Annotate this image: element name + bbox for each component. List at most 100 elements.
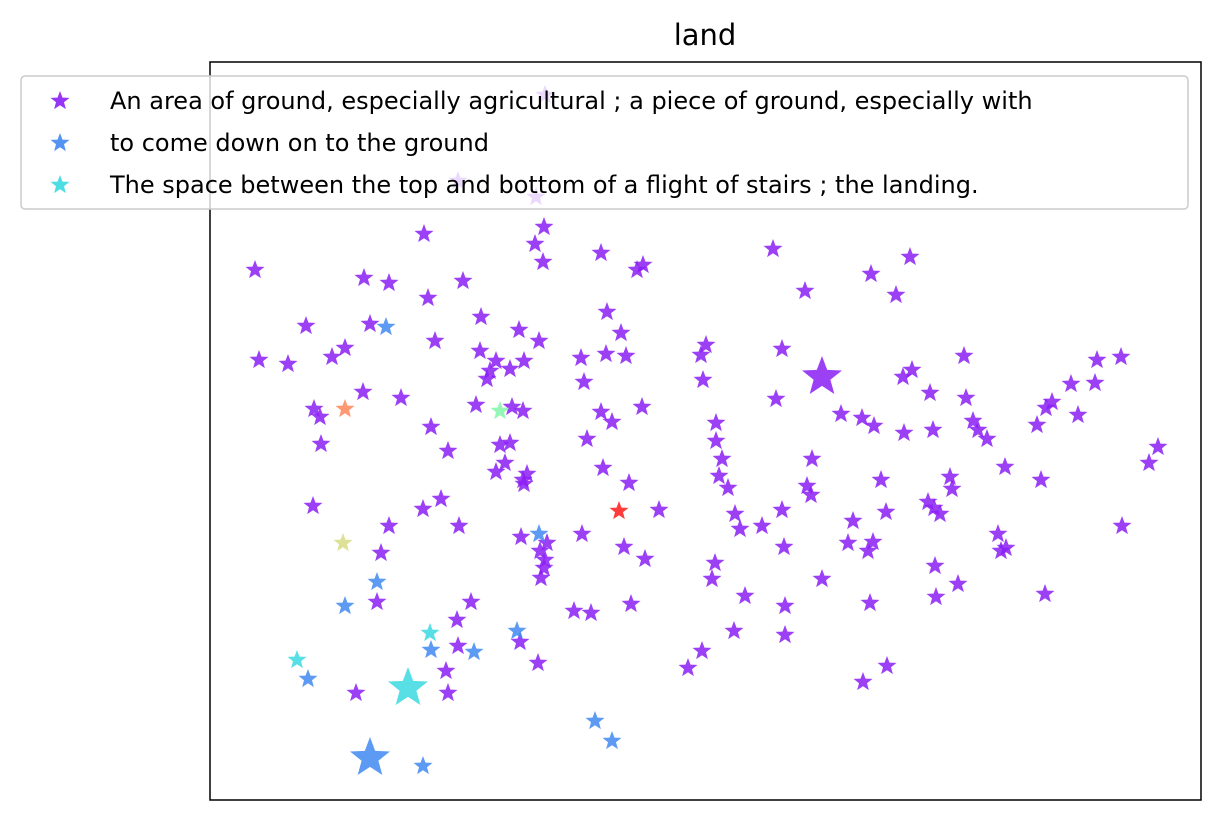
scatter-point (724, 621, 744, 640)
scatter-point (464, 642, 484, 661)
scatter-point (635, 549, 655, 568)
scatter-point (920, 383, 940, 402)
scatter-point (335, 338, 355, 357)
scatter-point (581, 603, 601, 622)
scatter-point (649, 500, 669, 519)
scatter-point (502, 397, 522, 416)
scatter-point (534, 558, 554, 577)
scatter-point (735, 586, 755, 605)
scatter-point (1068, 405, 1088, 424)
scatter-point (431, 489, 451, 508)
scatter-point (902, 360, 922, 379)
scatter-point (572, 524, 592, 543)
scatter-point (448, 636, 468, 655)
scatter-point (894, 423, 914, 442)
scatter-point (930, 504, 950, 523)
scatter-point (278, 354, 298, 373)
scatter-point (632, 397, 652, 416)
legend-label: An area of ground, especially agricultur… (110, 87, 1033, 115)
scatter-point (335, 399, 355, 418)
scatter-point (1061, 374, 1081, 393)
scatter-point (696, 335, 716, 354)
scatter-point (602, 412, 622, 431)
scatter-point (486, 462, 506, 481)
scatter-point (858, 541, 878, 560)
scatter-point (486, 351, 506, 370)
scatter-point (775, 625, 795, 644)
scatter-point (614, 537, 634, 556)
scatter-point (591, 243, 611, 262)
scatter-point (574, 372, 594, 391)
scatter-point (500, 359, 520, 378)
scatter-point (877, 656, 897, 675)
scatter-point (514, 474, 534, 493)
scatter-point (766, 389, 786, 408)
scatter-point (812, 569, 832, 588)
scatter-point (725, 504, 745, 523)
chart-title: land (674, 18, 737, 52)
scatter-point (371, 543, 391, 562)
scatter-point (991, 541, 1011, 560)
scatter-point (517, 464, 537, 483)
scatter-point (876, 502, 896, 521)
points-layer (245, 85, 1168, 775)
scatter-point (511, 527, 531, 546)
scatter-point (245, 260, 265, 279)
scatter-point (772, 339, 792, 358)
scatter-point (954, 346, 974, 365)
scatter-point (360, 314, 380, 333)
scatter-point (367, 592, 387, 611)
scatter-point (995, 457, 1015, 476)
scatter-point (797, 476, 817, 495)
scatter-point (1035, 584, 1055, 603)
scatter-point (525, 234, 545, 253)
scatter-point (495, 453, 515, 472)
scatter-point (421, 640, 441, 659)
scatter-point (585, 711, 605, 730)
scatter-point (1042, 392, 1062, 411)
scatter-point (956, 388, 976, 407)
scatter-point (706, 413, 726, 432)
scatter-point (510, 632, 530, 651)
scatter-point (425, 331, 445, 350)
scatter-point (322, 347, 342, 366)
scatter-point (923, 420, 943, 439)
scatter-point (298, 669, 318, 688)
scatter-point (564, 601, 584, 620)
scatter-point (490, 401, 510, 420)
scatter-point (860, 593, 880, 612)
scatter-point (500, 433, 520, 452)
scatter-point (918, 492, 938, 511)
scatter-point (436, 661, 456, 680)
scatter-point (413, 499, 433, 518)
scatter-point (621, 594, 641, 613)
scatter-point (571, 348, 591, 367)
scatter-point (509, 320, 529, 339)
scatter-point (730, 519, 750, 538)
scatter-point (477, 369, 497, 388)
scatter-point (529, 331, 549, 350)
scatter-point (871, 470, 891, 489)
scatter-point (421, 417, 441, 436)
scatter-point (852, 408, 872, 427)
scatter-point (1112, 516, 1132, 535)
scatter-point (963, 411, 983, 430)
scatter-point (752, 516, 772, 535)
scatter-point (534, 217, 554, 236)
scatter-point (795, 281, 815, 300)
scatter-point (530, 541, 550, 560)
scatter-point (705, 553, 725, 572)
legend-label: The space between the top and bottom of … (109, 171, 979, 199)
scatter-point (763, 239, 783, 258)
scatter-point (706, 431, 726, 450)
scatter-point (712, 449, 732, 468)
scatter-point (926, 587, 946, 606)
scatter-point (447, 610, 467, 629)
scatter-point (864, 416, 884, 435)
scatter-point (537, 533, 557, 552)
scatter-point (977, 429, 997, 448)
scatter-point (593, 458, 613, 477)
scatter-point (529, 524, 549, 543)
scatter-point (249, 350, 269, 369)
